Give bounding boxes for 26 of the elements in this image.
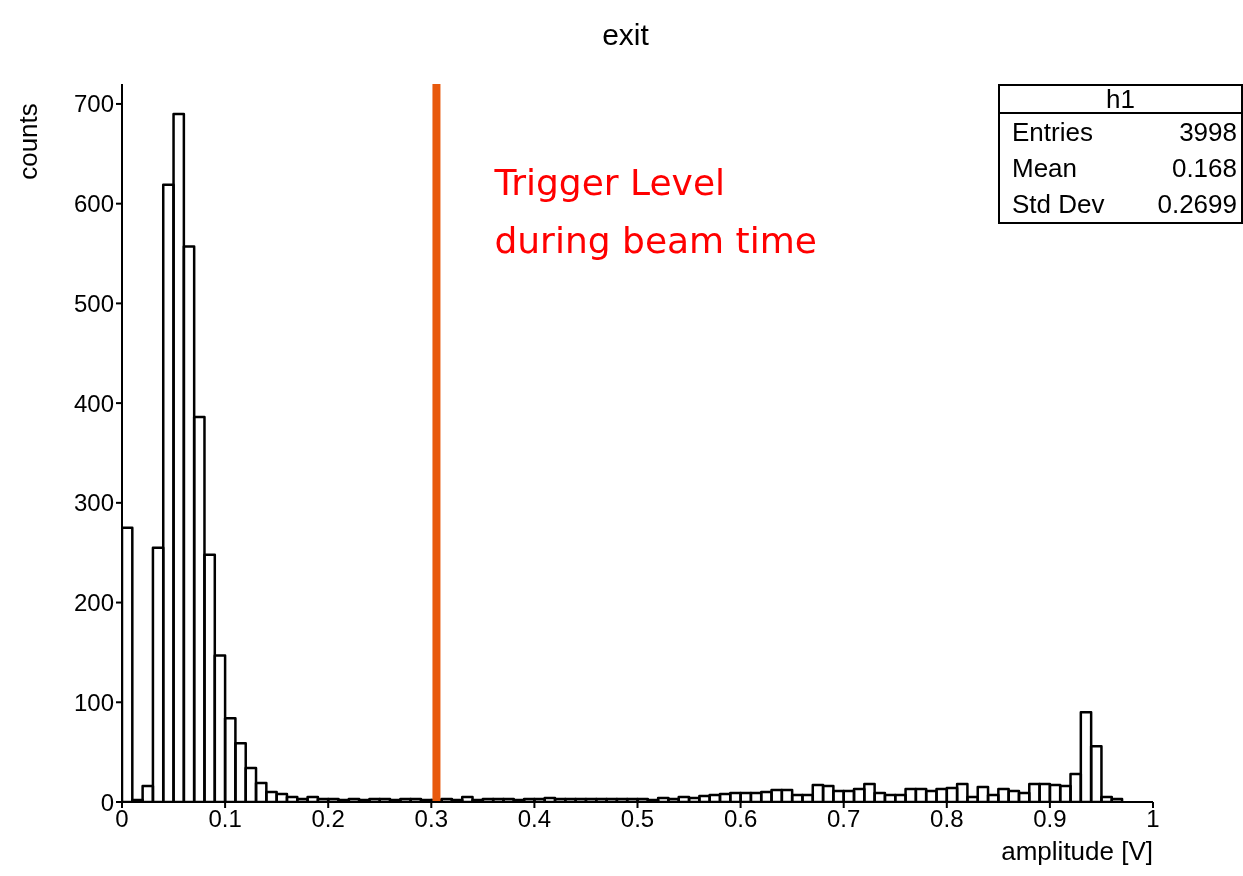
x-tick-label: 0.7: [827, 805, 861, 833]
y-tick-label: 100: [73, 688, 114, 716]
x-tick-label: 0.5: [620, 805, 655, 833]
x-tick-label: 0.8: [930, 805, 964, 833]
x-tick-label: 0.3: [414, 805, 448, 833]
ref-line-label: Trigger Level during beam time: [493, 162, 817, 261]
x-tick-label: 0.2: [311, 805, 345, 833]
x-tick-label: 0.4: [517, 805, 552, 833]
y-tick-label: 400: [73, 389, 114, 417]
x-axis-title: amplitude [V]: [1001, 836, 1153, 867]
text: Mean 0.168: [1012, 153, 1237, 183]
annotation: h1: [1000, 84, 1241, 114]
chart-title: exit: [601, 18, 650, 52]
y-tick-label: 600: [73, 190, 114, 218]
text: Std Dev 0.2699: [1012, 189, 1237, 219]
x-tick-label: 0.9: [1033, 805, 1067, 833]
y-tick-label: 200: [73, 589, 114, 617]
y-tick-label: 500: [73, 289, 114, 317]
text: Entries 3998: [1012, 117, 1237, 147]
y-axis-title: counts: [12, 103, 44, 180]
y-tick-label: 0: [100, 788, 114, 816]
x-tick-label: 0.6: [723, 805, 758, 833]
y-tick-label: 700: [73, 90, 114, 118]
y-tick-label: 300: [73, 489, 114, 517]
x-tick-label: 1: [1146, 805, 1160, 833]
x-tick-label: 0.1: [208, 805, 242, 833]
